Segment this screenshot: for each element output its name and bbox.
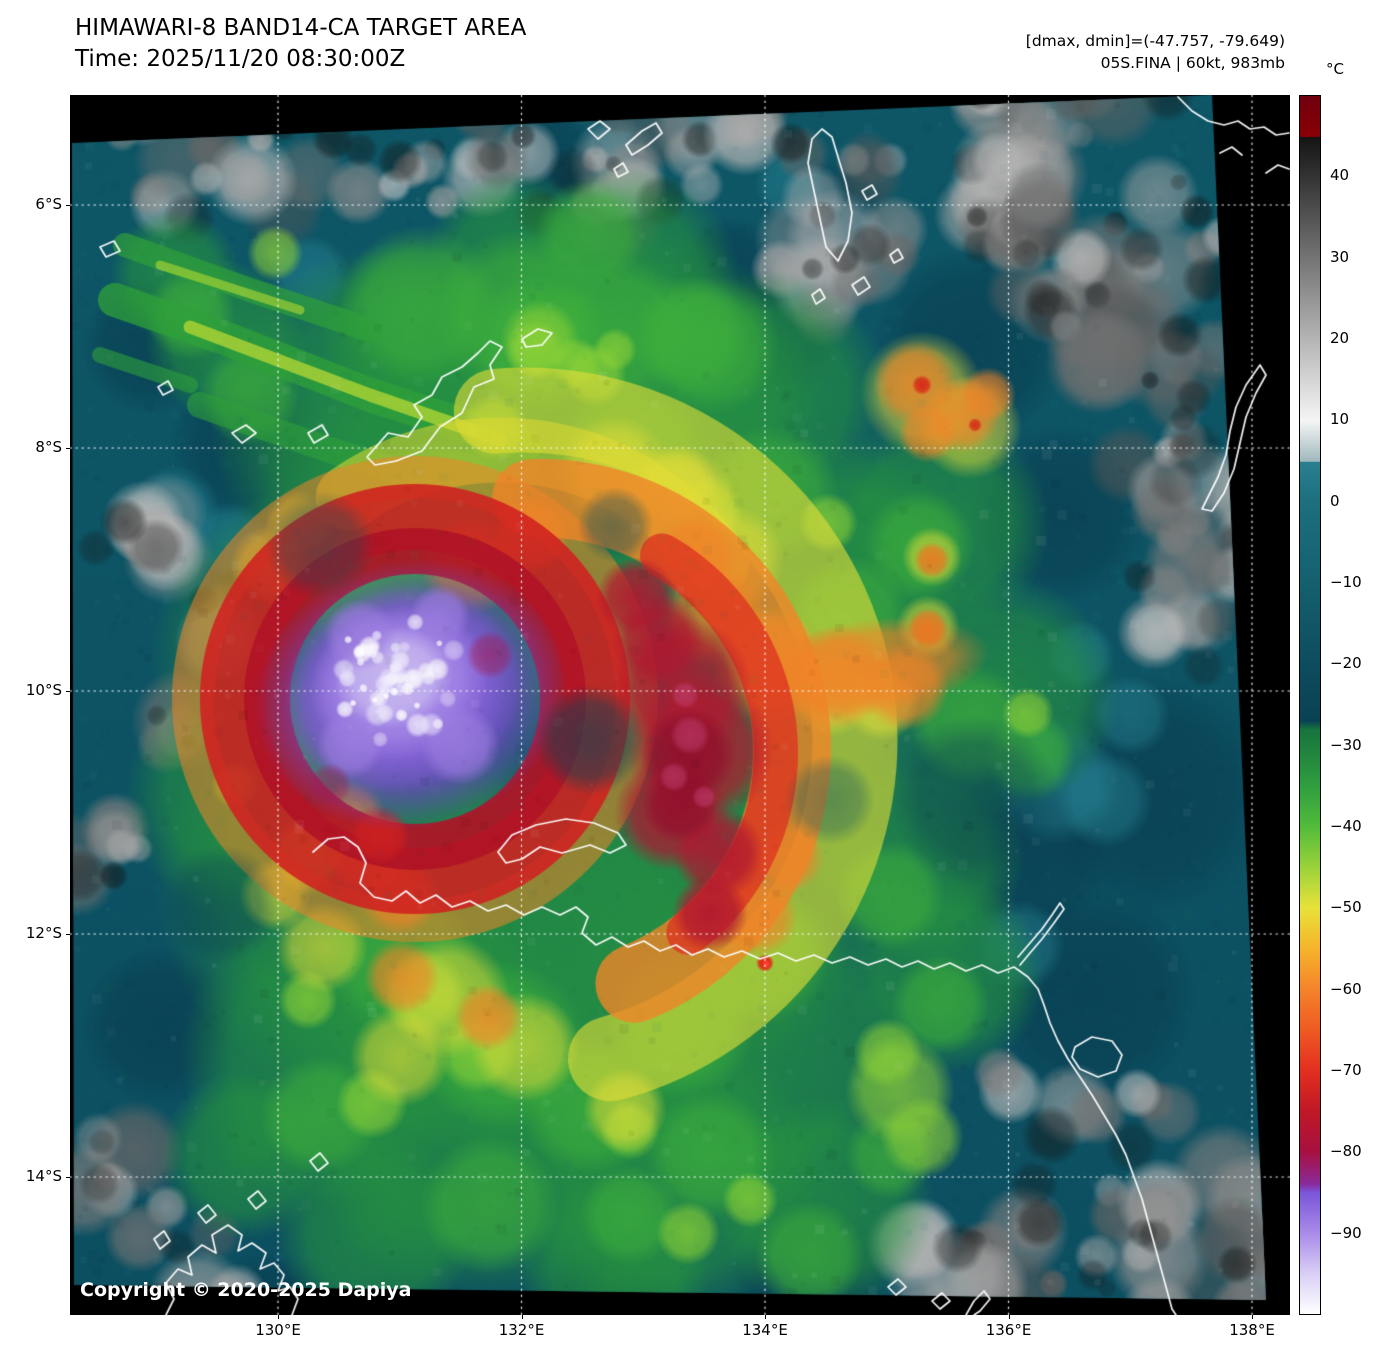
x-axis-tick-mark [1252, 1315, 1253, 1319]
colorbar-tick-label: 0 [1330, 491, 1340, 510]
colorbar-tick-label: 40 [1330, 166, 1350, 185]
y-axis-tick-label: 8°S [35, 438, 62, 456]
colorbar-tick-label: 20 [1330, 329, 1350, 347]
copyright-label: Copyright © 2020-2025 Dapiya [80, 1279, 412, 1301]
colorbar-tick-label: −90 [1330, 1223, 1362, 1242]
colorbar-unit-label: °C [1326, 60, 1344, 78]
x-axis-tick-mark [765, 1315, 766, 1319]
colorbar-tick-label: 10 [1330, 410, 1350, 429]
chart-time-subtitle: Time: 2025/11/20 08:30:00Z [75, 46, 406, 72]
colorbar-gradient [1299, 95, 1321, 1315]
y-axis-tick-label: 12°S [25, 924, 62, 942]
colorbar-tick-label: −10 [1330, 573, 1362, 591]
y-axis-tick-mark [66, 448, 70, 449]
x-axis-tick-label: 130°E [255, 1321, 301, 1339]
y-axis-tick-label: 10°S [25, 681, 62, 699]
y-axis-tick-label: 6°S [35, 195, 62, 213]
colorbar-tick-label: −50 [1330, 898, 1362, 917]
x-axis-tick-mark [521, 1315, 523, 1319]
y-axis-tick-mark [66, 1177, 70, 1178]
info-block: [dmax, dmin]=(-47.757, -79.649) 05S.FINA… [1026, 30, 1285, 74]
colorbar-tick-label: −60 [1330, 979, 1362, 998]
x-axis-tick-label: 138°E [1229, 1321, 1275, 1339]
map-plot-area: Copyright © 2020-2025 Dapiya [70, 95, 1290, 1315]
y-axis-tick-mark [66, 934, 70, 935]
y-axis-tick-label: 14°S [25, 1167, 62, 1185]
title-block: HIMAWARI-8 BAND14-CA TARGET AREA Time: 2… [75, 13, 526, 75]
x-axis-tick-mark [1008, 1315, 1010, 1319]
colorbar-tick-label: −20 [1330, 654, 1362, 673]
chart-title: HIMAWARI-8 BAND14-CA TARGET AREA [75, 15, 527, 41]
storm-info-label: 05S.FINA | 60kt, 983mb [1100, 54, 1285, 72]
x-axis-tick-label: 134°E [742, 1321, 788, 1339]
colorbar-tick-label: −70 [1330, 1061, 1362, 1079]
colorbar-tick-label: −80 [1330, 1142, 1362, 1161]
colorbar-tick-label: 30 [1330, 247, 1350, 266]
y-axis-tick-mark [66, 205, 70, 206]
x-axis-tick-mark [278, 1315, 279, 1319]
x-axis-tick-label: 136°E [985, 1321, 1032, 1339]
y-axis-tick-mark [66, 691, 70, 692]
satellite-ir-image [70, 95, 1290, 1315]
x-axis-tick-label: 132°E [498, 1321, 545, 1339]
dmax-dmin-label: [dmax, dmin]=(-47.757, -79.649) [1025, 32, 1285, 50]
colorbar-tick-label: −30 [1330, 735, 1362, 754]
colorbar-tick-label: −40 [1330, 817, 1362, 835]
